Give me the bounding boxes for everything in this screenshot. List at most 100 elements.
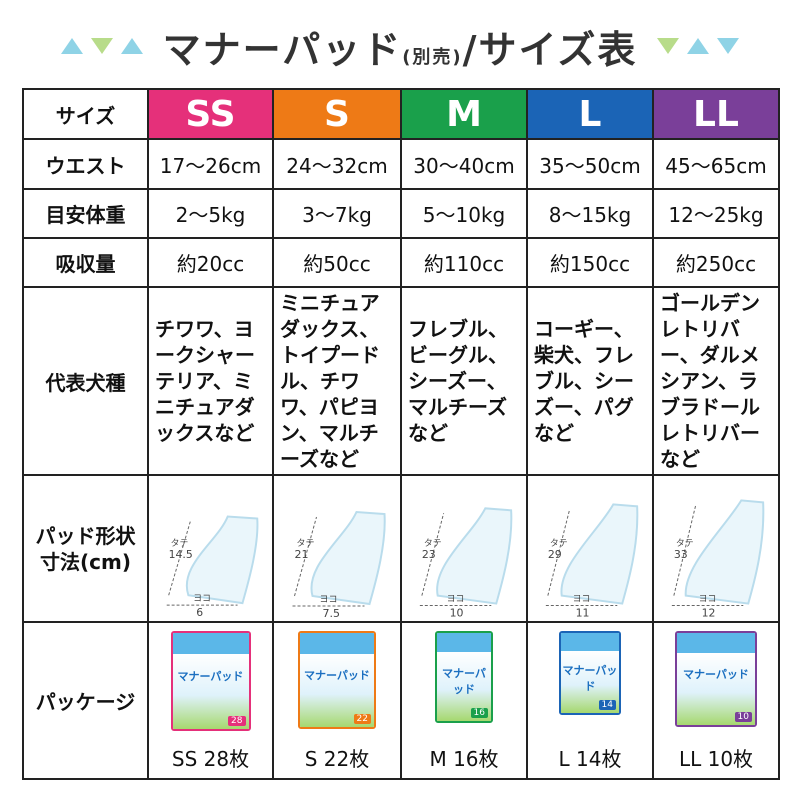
yoko-label: ヨコ: [447, 595, 465, 605]
triangle-decoration-icon: [717, 38, 740, 54]
package-cell: マナーパッド 28 SS 28枚: [147, 621, 274, 780]
size-header-M: M: [400, 88, 528, 140]
package-name: マナーパッド: [683, 668, 749, 682]
package-image: マナーパッド 28: [170, 631, 251, 731]
package-name: マナーパッド: [562, 663, 618, 693]
yoko-value: 7.5: [323, 607, 341, 620]
triangle-decoration-icon: [120, 38, 143, 54]
waist-cell: 17〜26cm: [147, 138, 274, 190]
package-image: マナーパッド 10: [675, 631, 757, 727]
package-name: マナーパッド: [304, 668, 370, 682]
package-label: L 14枚: [558, 747, 622, 771]
breed-text: チワワ、ヨークシャーテリア、ミニチュアダックスなど: [155, 317, 255, 445]
waist-value: 45〜65cm: [665, 153, 767, 178]
tate-label: タテ: [297, 538, 315, 549]
size-header-LL: LL: [652, 88, 780, 140]
waist-value: 30〜40cm: [413, 153, 515, 178]
absorb-value: 約50cc: [303, 252, 371, 276]
waist-cell: 45〜65cm: [652, 138, 780, 190]
package-count-badge: 28: [228, 716, 246, 726]
row-label-size: サイズ: [22, 88, 149, 140]
row-label-shape: パッド形状寸法(cm): [22, 474, 149, 623]
row-label-absorb: 吸収量: [22, 237, 149, 288]
shape-cell: タテ 23 ヨコ 10: [400, 474, 528, 623]
shape-cell: タテ 14.5 ヨコ 6: [147, 474, 274, 623]
tate-value: 23: [422, 548, 436, 561]
size-table: サイズ SS S M L LL ウエスト 17〜26cm 24〜32cm 30〜40cm 35〜5…: [22, 88, 780, 780]
size-label: S: [324, 93, 350, 135]
yoko-label: ヨコ: [573, 595, 591, 605]
tate-label: タテ: [424, 538, 442, 549]
package-label: S 22枚: [304, 747, 370, 771]
breed-cell: フレブル、ビーグル、シーズー、マルチーズなど: [400, 286, 528, 476]
waist-value: 35〜50cm: [539, 153, 641, 178]
yoko-label: ヨコ: [320, 595, 338, 605]
size-header-L: L: [526, 88, 654, 140]
absorb-value: 約250cc: [675, 252, 757, 276]
absorb-cell: 約50cc: [272, 237, 402, 288]
pad-shape-diagram: タテ 33 ヨコ 12: [671, 499, 765, 619]
shape-cell: タテ 33 ヨコ 12: [652, 474, 780, 623]
package-label: SS 28枚: [171, 747, 250, 771]
triangle-decoration-icon: [687, 38, 710, 54]
weight-value: 12〜25kg: [668, 203, 764, 227]
weight-cell: 8〜15kg: [526, 188, 654, 239]
weight-value: 5〜10kg: [422, 203, 506, 227]
weight-cell: 12〜25kg: [652, 188, 780, 239]
package-image: マナーパッド 22: [298, 631, 376, 729]
weight-value: 8〜15kg: [548, 203, 632, 227]
package-count-badge: 22: [353, 714, 371, 724]
weight-value: 3〜7kg: [302, 203, 372, 227]
package-label: M 16枚: [429, 747, 499, 771]
package-name: マナーパッド: [442, 666, 486, 696]
row-label-waist: ウエスト: [22, 138, 149, 190]
pad-shape-diagram: タテ 14.5 ヨコ 6: [166, 515, 259, 619]
absorb-value: 約20cc: [176, 252, 245, 276]
absorb-value: 約150cc: [549, 252, 631, 276]
yoko-label: ヨコ: [193, 594, 211, 604]
waist-cell: 24〜32cm: [272, 138, 402, 190]
absorb-cell: 約150cc: [526, 237, 654, 288]
tate-value: 14.5: [169, 548, 193, 561]
size-header-SS: SS: [147, 88, 274, 140]
package-image: マナーパッド 14: [559, 631, 621, 715]
yoko-value: 10: [450, 606, 464, 619]
pad-shape-diagram: タテ 23 ヨコ 10: [419, 507, 513, 619]
title-main: マナーパッド: [162, 27, 403, 72]
yoko-label: ヨコ: [699, 595, 717, 605]
package-count-badge: 10: [734, 712, 752, 722]
package-cell: マナーパッド 16 M 16枚: [400, 621, 528, 780]
weight-cell: 2〜5kg: [147, 188, 274, 239]
row-label-weight: 目安体重: [22, 188, 149, 239]
triangle-decoration-icon: [657, 38, 680, 54]
breed-text: コーギー、柴犬、フレブル、シーズー、パグなど: [534, 317, 634, 445]
package-name: マナーパッド: [177, 669, 244, 683]
absorb-value: 約110cc: [423, 252, 505, 276]
waist-cell: 30〜40cm: [400, 138, 528, 190]
size-label: L: [578, 93, 602, 135]
size-header-S: S: [272, 88, 402, 140]
package-count-badge: 14: [598, 700, 616, 710]
package-cell: マナーパッド 10 LL 10枚: [652, 621, 780, 780]
absorb-cell: 約20cc: [147, 237, 274, 288]
tate-value: 33: [674, 548, 688, 561]
size-label: SS: [185, 93, 236, 135]
package-count-badge: 16: [470, 708, 488, 718]
yoko-value: 6: [196, 606, 203, 619]
yoko-value: 11: [576, 606, 590, 619]
weight-value: 2〜5kg: [175, 203, 246, 227]
triangle-decoration-icon: [60, 38, 83, 54]
absorb-cell: 約250cc: [652, 237, 780, 288]
absorb-cell: 約110cc: [400, 237, 528, 288]
title-rest: /サイズ表: [462, 27, 638, 72]
package-label: LL 10枚: [678, 747, 754, 771]
tate-value: 21: [295, 548, 309, 561]
yoko-value: 12: [702, 606, 716, 619]
triangle-decoration-icon: [90, 38, 113, 54]
tate-label: タテ: [676, 538, 694, 549]
package-image: マナーパッド 16: [435, 631, 493, 723]
breed-cell: ゴールデンレトリバー、ダルメシアン、ラブラドールレトリバーなど: [652, 286, 780, 476]
weight-cell: 3〜7kg: [272, 188, 402, 239]
title-sub: (別売): [402, 46, 463, 68]
package-cell: マナーパッド 14 L 14枚: [526, 621, 654, 780]
